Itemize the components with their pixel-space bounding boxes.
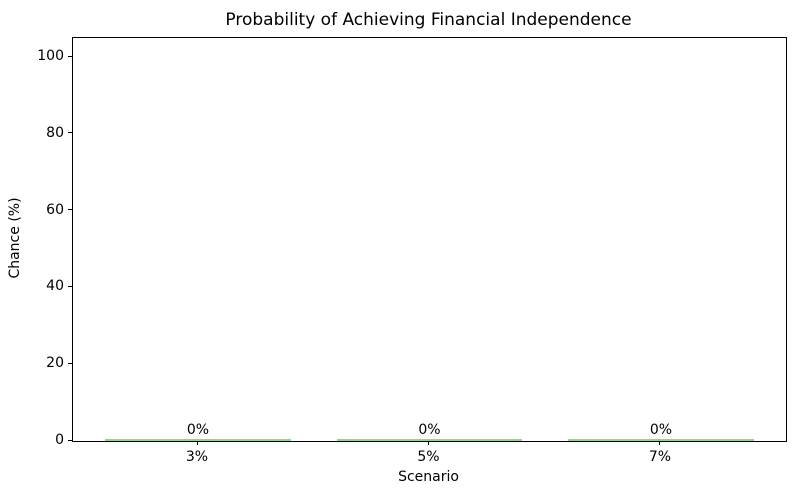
bar-5% — [336, 439, 523, 441]
y-tick-mark — [68, 285, 72, 287]
chart-title: Probability of Achieving Financial Indep… — [225, 10, 632, 30]
x-tick-mark — [196, 441, 198, 445]
x-axis-label: Scenario — [398, 469, 459, 485]
bar-value-label: 0% — [186, 422, 210, 438]
y-tick-label: 60 — [46, 201, 64, 218]
x-tick-label: 3% — [185, 449, 209, 465]
x-tick-mark — [659, 441, 661, 445]
x-tick-mark — [428, 441, 429, 445]
y-axis-label: Chance (%) — [7, 197, 23, 279]
y-tick-label: 0 — [55, 432, 64, 448]
bar-value-label: 0% — [418, 422, 441, 438]
y-tick-mark — [68, 209, 72, 211]
x-tick-label: 5% — [417, 449, 440, 465]
y-tick-label: 20 — [46, 355, 64, 372]
bar-3% — [105, 439, 291, 441]
y-tick-mark — [68, 439, 72, 441]
bar-7% — [568, 439, 754, 441]
x-tick-label: 7% — [648, 449, 672, 465]
y-tick-mark — [68, 132, 72, 134]
y-tick-label: 100 — [37, 48, 64, 65]
plot-area: 0% 0% 0% — [72, 37, 787, 442]
y-tick-label: 80 — [46, 124, 64, 141]
y-tick-mark — [68, 55, 72, 57]
y-tick-mark — [68, 362, 72, 364]
y-tick-label: 40 — [46, 278, 64, 295]
bar-value-label: 0% — [649, 422, 673, 438]
